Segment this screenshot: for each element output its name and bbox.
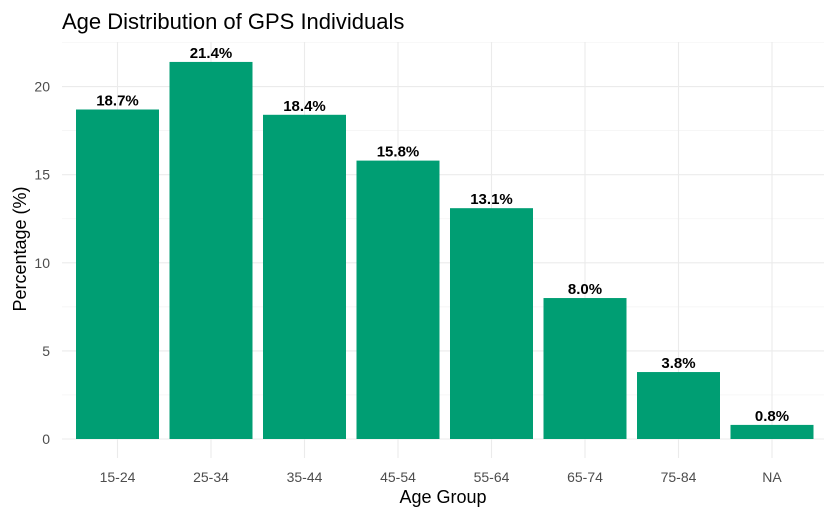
y-tick-label: 0 [42,431,50,447]
x-tick-label: 15-24 [100,469,136,485]
y-tick-label: 20 [34,79,50,95]
y-tick-label: 5 [42,343,50,359]
data-labels: 18.7% 21.4% 18.4% 15.8% 13.1% 8.0% 3.8% 0.8% [96,45,789,425]
x-tick-label: 25-34 [193,469,229,485]
y-axis-ticks: 0 5 10 15 20 [34,79,50,447]
bar [263,114,346,440]
bar-value-label: 8.0% [568,281,602,298]
bar [76,109,159,440]
bar-value-label: 18.4% [283,98,326,115]
bar-value-label: 0.8% [755,408,789,425]
x-tick-label: 55-64 [474,469,510,485]
x-tick-label: 35-44 [287,469,323,485]
y-tick-label: 15 [34,167,50,183]
bar [450,208,533,439]
bar-value-label: 15.8% [377,144,420,161]
x-tick-label: 45-54 [380,469,416,485]
x-axis-title: Age Group [399,487,486,507]
bar-value-label: 3.8% [661,355,695,372]
bars [76,61,814,440]
bar-value-label: 21.4% [190,45,233,62]
x-tick-label: 75-84 [661,469,697,485]
bar [730,424,814,439]
bar [637,372,720,439]
bar [169,61,253,439]
y-axis-title: Percentage (%) [10,186,30,311]
bar-value-label: 13.1% [470,191,513,208]
x-axis-ticks: 15-24 25-34 35-44 45-54 55-64 65-74 75-84 NA [100,469,783,485]
chart-title: Age Distribution of GPS Individuals [62,9,404,34]
bar [356,160,440,439]
y-tick-label: 10 [34,255,50,271]
bar-value-label: 18.7% [96,93,139,110]
bar [543,298,627,439]
x-tick-label: NA [762,469,782,485]
x-tick-label: 65-74 [567,469,603,485]
